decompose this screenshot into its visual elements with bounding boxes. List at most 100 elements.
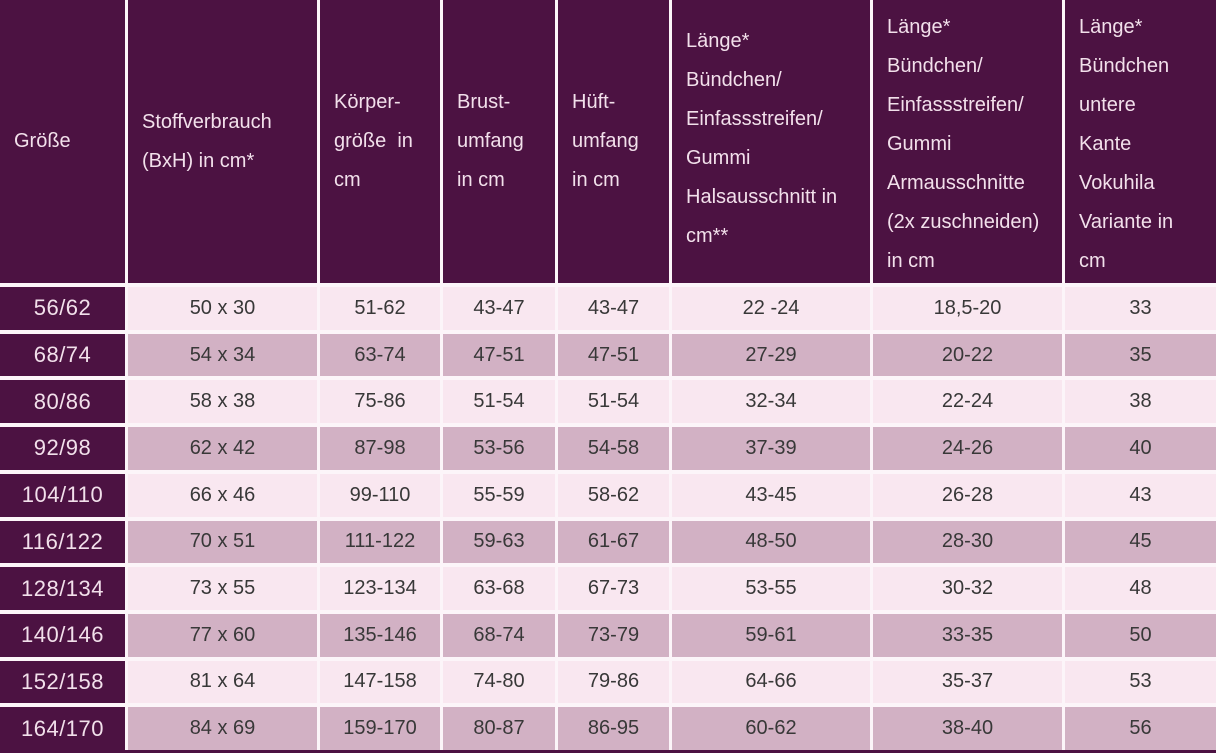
table-cell: 62 x 42 <box>128 423 320 470</box>
table-cell: 75-86 <box>320 376 443 424</box>
header-cell-laenge-armausschnitte: Länge* Bündchen/ Einfassstreifen/ Gummi … <box>873 0 1065 283</box>
header-line: cm** <box>686 225 729 247</box>
header-line: Stoffverbrauch <box>142 110 272 133</box>
row-size-cell: 80/86 <box>0 376 128 424</box>
table-cell: 22-24 <box>873 376 1065 424</box>
header-line: Bündchen/ <box>686 69 782 91</box>
table-cell: 74-80 <box>443 656 558 704</box>
table-cell: 81 x 64 <box>128 656 320 704</box>
table-cell: 43-47 <box>443 283 558 330</box>
table-cell: 86-95 <box>558 703 672 750</box>
table-cell: 67-73 <box>558 563 672 610</box>
table-cell: 54 x 34 <box>128 329 320 377</box>
header-line: Körper- <box>334 91 401 113</box>
table-cell: 26-28 <box>873 469 1065 517</box>
header-cell-laenge-halsausschnitt: Länge* Bündchen/ Einfassstreifen/ Gummi … <box>672 0 873 283</box>
table-cell: 35-37 <box>873 656 1065 704</box>
table-cell: 87-98 <box>320 423 443 470</box>
table-cell: 45 <box>1065 516 1216 564</box>
header-line: Länge* <box>686 30 750 52</box>
table-cell: 53-55 <box>672 563 873 610</box>
header-line: (2x zuschneiden) <box>887 211 1040 233</box>
row-size-cell: 128/134 <box>0 563 128 610</box>
header-line: in cm <box>457 169 505 191</box>
header-cell-brustumfang: Brust- umfang in cm <box>443 0 558 283</box>
table-cell: 66 x 46 <box>128 469 320 517</box>
table-cell: 43-45 <box>672 469 873 517</box>
table-cell: 64-66 <box>672 656 873 704</box>
table-cell: 43-47 <box>558 283 672 330</box>
table-cell: 40 <box>1065 423 1216 470</box>
table-cell: 50 <box>1065 609 1216 657</box>
table-cell: 99-110 <box>320 469 443 517</box>
header-line: Einfassstreifen/ <box>686 108 823 130</box>
table-cell: 147-158 <box>320 656 443 704</box>
row-size-cell: 164/170 <box>0 703 128 750</box>
table-cell: 53 <box>1065 656 1216 704</box>
header-line: Brust- <box>457 91 511 113</box>
header-cell-laenge-vokuhila: Länge* Bündchen untere Kante Vokuhila Va… <box>1065 0 1216 283</box>
row-size-cell: 104/110 <box>0 469 128 517</box>
table-cell: 63-74 <box>320 329 443 377</box>
header-line: Länge* <box>887 16 951 38</box>
table-cell: 53-56 <box>443 423 558 470</box>
table-cell: 22 -24 <box>672 283 873 330</box>
table-cell: 123-134 <box>320 563 443 610</box>
header-line: Bündchen <box>1079 55 1170 77</box>
table-cell: 50 x 30 <box>128 283 320 330</box>
header-line: Einfassstreifen/ <box>887 94 1024 116</box>
table-cell: 32-34 <box>672 376 873 424</box>
row-size-cell: 68/74 <box>0 329 128 377</box>
table-cell: 48-50 <box>672 516 873 564</box>
row-size-cell: 116/122 <box>0 516 128 564</box>
header-line: Halsausschnitt in <box>686 186 838 208</box>
table-cell: 27-29 <box>672 329 873 377</box>
header-line: Variante in <box>1079 211 1174 233</box>
header-line: Gummi <box>887 133 952 155</box>
row-size-cell: 56/62 <box>0 283 128 330</box>
table-cell: 63-68 <box>443 563 558 610</box>
table-cell: 38-40 <box>873 703 1065 750</box>
table-cell: 61-67 <box>558 516 672 564</box>
table-cell: 20-22 <box>873 329 1065 377</box>
table-cell: 43 <box>1065 469 1216 517</box>
header-cell-stoffverbrauch: Stoffverbrauch (BxH) in cm* <box>128 0 320 283</box>
header-line: größe in <box>334 130 413 152</box>
table-cell: 33 <box>1065 283 1216 330</box>
table-cell: 135-146 <box>320 609 443 657</box>
header-line: cm <box>1079 250 1106 272</box>
table-cell: 51-62 <box>320 283 443 330</box>
row-size-cell: 92/98 <box>0 423 128 470</box>
table-cell: 30-32 <box>873 563 1065 610</box>
table-cell: 58 x 38 <box>128 376 320 424</box>
table-cell: 47-51 <box>558 329 672 377</box>
header-line: umfang <box>457 130 524 152</box>
header-cell-hueftumfang: Hüft- umfang in cm <box>558 0 672 283</box>
table-cell: 38 <box>1065 376 1216 424</box>
header-line: untere <box>1079 94 1136 116</box>
header-line: Hüft- <box>572 91 616 113</box>
table-cell: 58-62 <box>558 469 672 517</box>
table-cell: 77 x 60 <box>128 609 320 657</box>
table-cell: 68-74 <box>443 609 558 657</box>
header-line: (BxH) in cm* <box>142 149 255 172</box>
table-cell: 51-54 <box>558 376 672 424</box>
table-cell: 73 x 55 <box>128 563 320 610</box>
table-cell: 111-122 <box>320 516 443 564</box>
header-line: Vokuhila <box>1079 172 1155 194</box>
table-cell: 60-62 <box>672 703 873 750</box>
header-line: Größe <box>14 130 71 152</box>
header-cell-groesse: Größe <box>0 0 128 283</box>
table-cell: 48 <box>1065 563 1216 610</box>
header-cell-koerpergroesse: Körper- größe in cm <box>320 0 443 283</box>
table-cell: 18,5-20 <box>873 283 1065 330</box>
header-line: Gummi <box>686 147 751 169</box>
table-cell: 73-79 <box>558 609 672 657</box>
header-line: umfang <box>572 130 639 152</box>
row-size-cell: 140/146 <box>0 609 128 657</box>
header-line: Armausschnitte <box>887 172 1025 194</box>
header-line: cm <box>334 169 361 191</box>
row-size-cell: 152/158 <box>0 656 128 704</box>
table-cell: 35 <box>1065 329 1216 377</box>
table-cell: 159-170 <box>320 703 443 750</box>
